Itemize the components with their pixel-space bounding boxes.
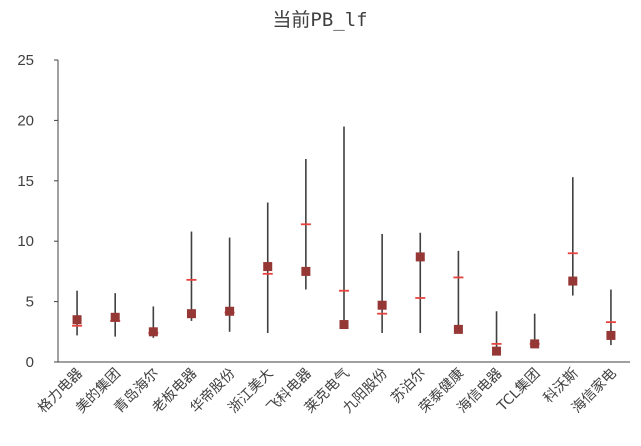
y-tick-label: 0 [26, 354, 34, 371]
current-marker [492, 346, 502, 356]
current-marker [301, 266, 311, 276]
y-tick-label: 25 [17, 52, 34, 69]
y-tick-label: 20 [17, 112, 34, 129]
current-marker [263, 262, 273, 272]
current-marker [186, 309, 196, 319]
y-tick-label: 10 [17, 233, 34, 250]
chart-marks [72, 126, 616, 356]
y-tick-label: 15 [17, 173, 34, 190]
y-tick-label: 5 [26, 294, 34, 311]
current-marker [377, 300, 387, 310]
current-marker [339, 320, 349, 330]
chart-title: 当前PB_lf [272, 9, 367, 31]
current-marker [568, 276, 578, 286]
current-marker [530, 339, 540, 349]
current-marker [606, 330, 616, 340]
current-marker [453, 324, 463, 334]
current-marker [148, 327, 158, 337]
current-marker [415, 252, 425, 262]
current-marker [72, 315, 82, 325]
y-tick-labels: 0 5 10 15 20 25 [17, 52, 58, 371]
current-marker [225, 306, 235, 316]
x-tick-labels: 格力电器美的集团青岛海尔老板电器华帝股份浙江美大飞科电器莱克电气九阳股份苏泊尔荣… [35, 365, 620, 417]
current-marker [110, 312, 120, 322]
